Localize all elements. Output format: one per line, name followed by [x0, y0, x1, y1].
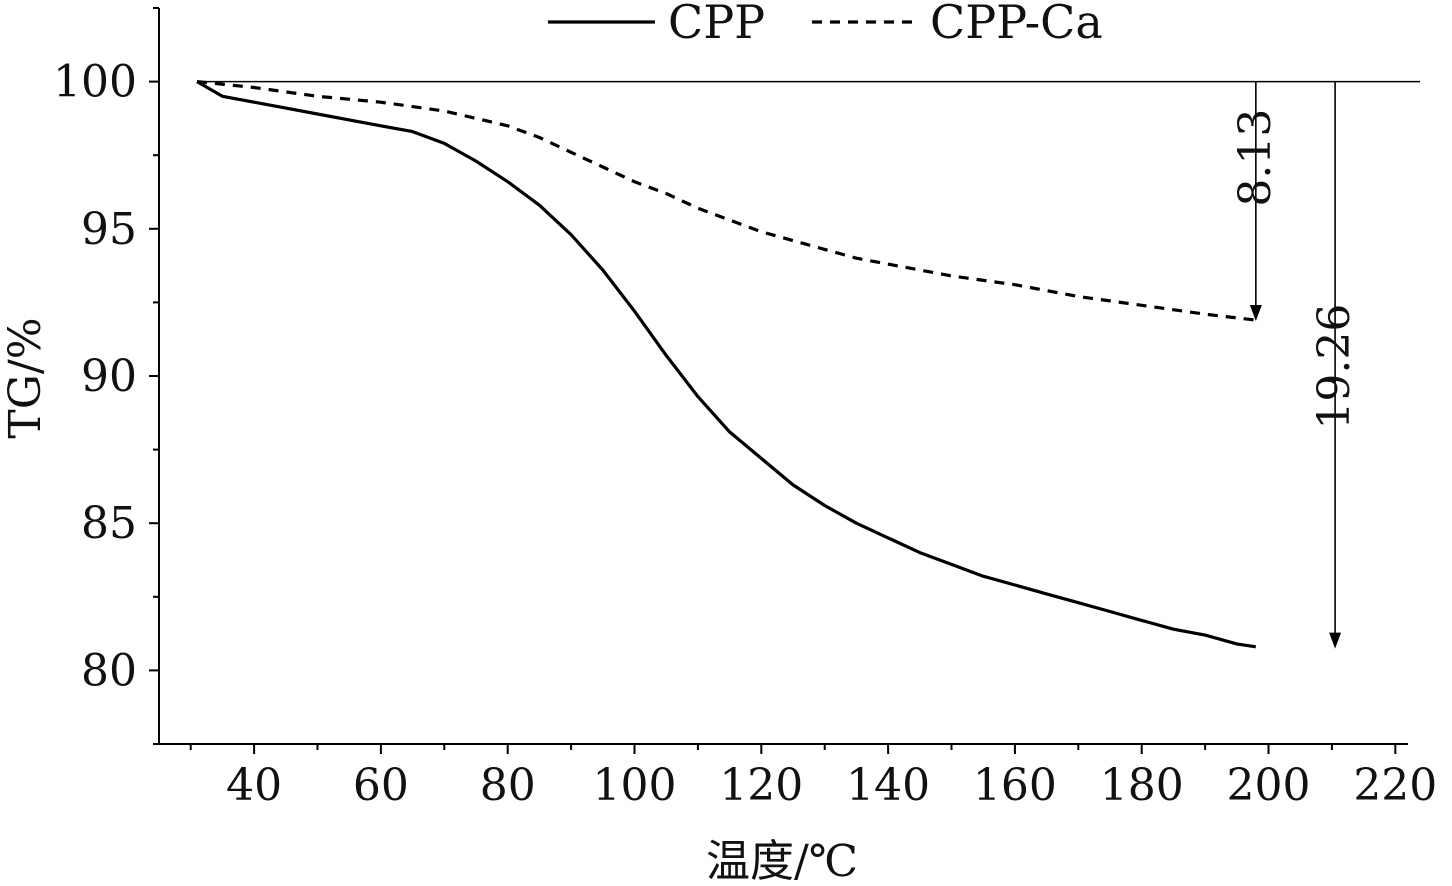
- legend-label-cpp-ca: CPP-Ca: [930, 0, 1103, 49]
- y-axis-title: TG/%: [0, 317, 51, 438]
- legend: CPP CPP-Ca: [548, 0, 1103, 49]
- plot-area: [196, 80, 1257, 649]
- y-tick-label: 90: [81, 351, 137, 402]
- x-tick-label: 160: [973, 760, 1057, 811]
- y-tick-label: 85: [81, 498, 137, 549]
- x-tick-label: 220: [1353, 760, 1437, 811]
- annotations: 8.13 19.26: [1230, 81, 1360, 649]
- series-line-cpp-ca: [196, 80, 1256, 322]
- x-tick-label: 60: [353, 760, 409, 811]
- x-tick-label: 40: [226, 760, 282, 811]
- annotation-arrowhead: [1329, 632, 1342, 649]
- y-tick-label: 80: [81, 645, 137, 696]
- legend-label-cpp: CPP: [668, 0, 765, 49]
- annotation-label: 19.26: [1309, 304, 1360, 430]
- y-tick-label: 95: [81, 204, 137, 255]
- x-tick-label: 100: [593, 760, 677, 811]
- x-tick-label: 180: [1100, 760, 1184, 811]
- y-tick-label: 100: [53, 57, 137, 108]
- x-axis-title: 温度/℃: [706, 836, 858, 886]
- annotation-label: 8.13: [1230, 109, 1281, 207]
- annotation-arrowhead: [1249, 304, 1262, 321]
- x-tick-label: 120: [719, 760, 803, 811]
- x-tick-label: 80: [480, 760, 536, 811]
- x-tick-label: 140: [846, 760, 930, 811]
- x-tick-label: 200: [1227, 760, 1311, 811]
- axes: 40 60 80 100 120 140 160 180 200 220 80 85 90 95 100: [53, 7, 1437, 811]
- series-line-cpp: [196, 80, 1257, 649]
